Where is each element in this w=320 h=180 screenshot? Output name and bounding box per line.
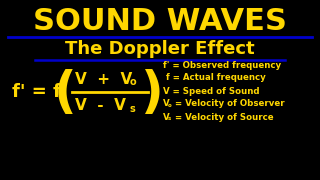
Text: o: o	[168, 103, 172, 108]
Text: V = Speed of Sound: V = Speed of Sound	[163, 87, 260, 96]
Text: V  -  V: V - V	[75, 98, 126, 112]
Text: s: s	[168, 116, 171, 121]
Text: f' = f: f' = f	[12, 83, 61, 101]
Text: ): )	[140, 69, 164, 117]
Text: (: (	[54, 69, 76, 117]
Text: V: V	[163, 112, 170, 122]
Text: f' = Observed frequency: f' = Observed frequency	[163, 60, 281, 69]
Text: V: V	[163, 100, 170, 109]
Text: s: s	[130, 104, 136, 114]
Text: o: o	[130, 77, 137, 87]
Text: = Velocity of Observer: = Velocity of Observer	[172, 100, 284, 109]
Text: The Doppler Effect: The Doppler Effect	[65, 40, 255, 58]
Text: V  +  V: V + V	[75, 71, 132, 87]
Text: f = Actual frequency: f = Actual frequency	[163, 73, 266, 82]
Text: = Velocity of Source: = Velocity of Source	[172, 112, 274, 122]
Text: SOUND WAVES: SOUND WAVES	[33, 8, 287, 37]
